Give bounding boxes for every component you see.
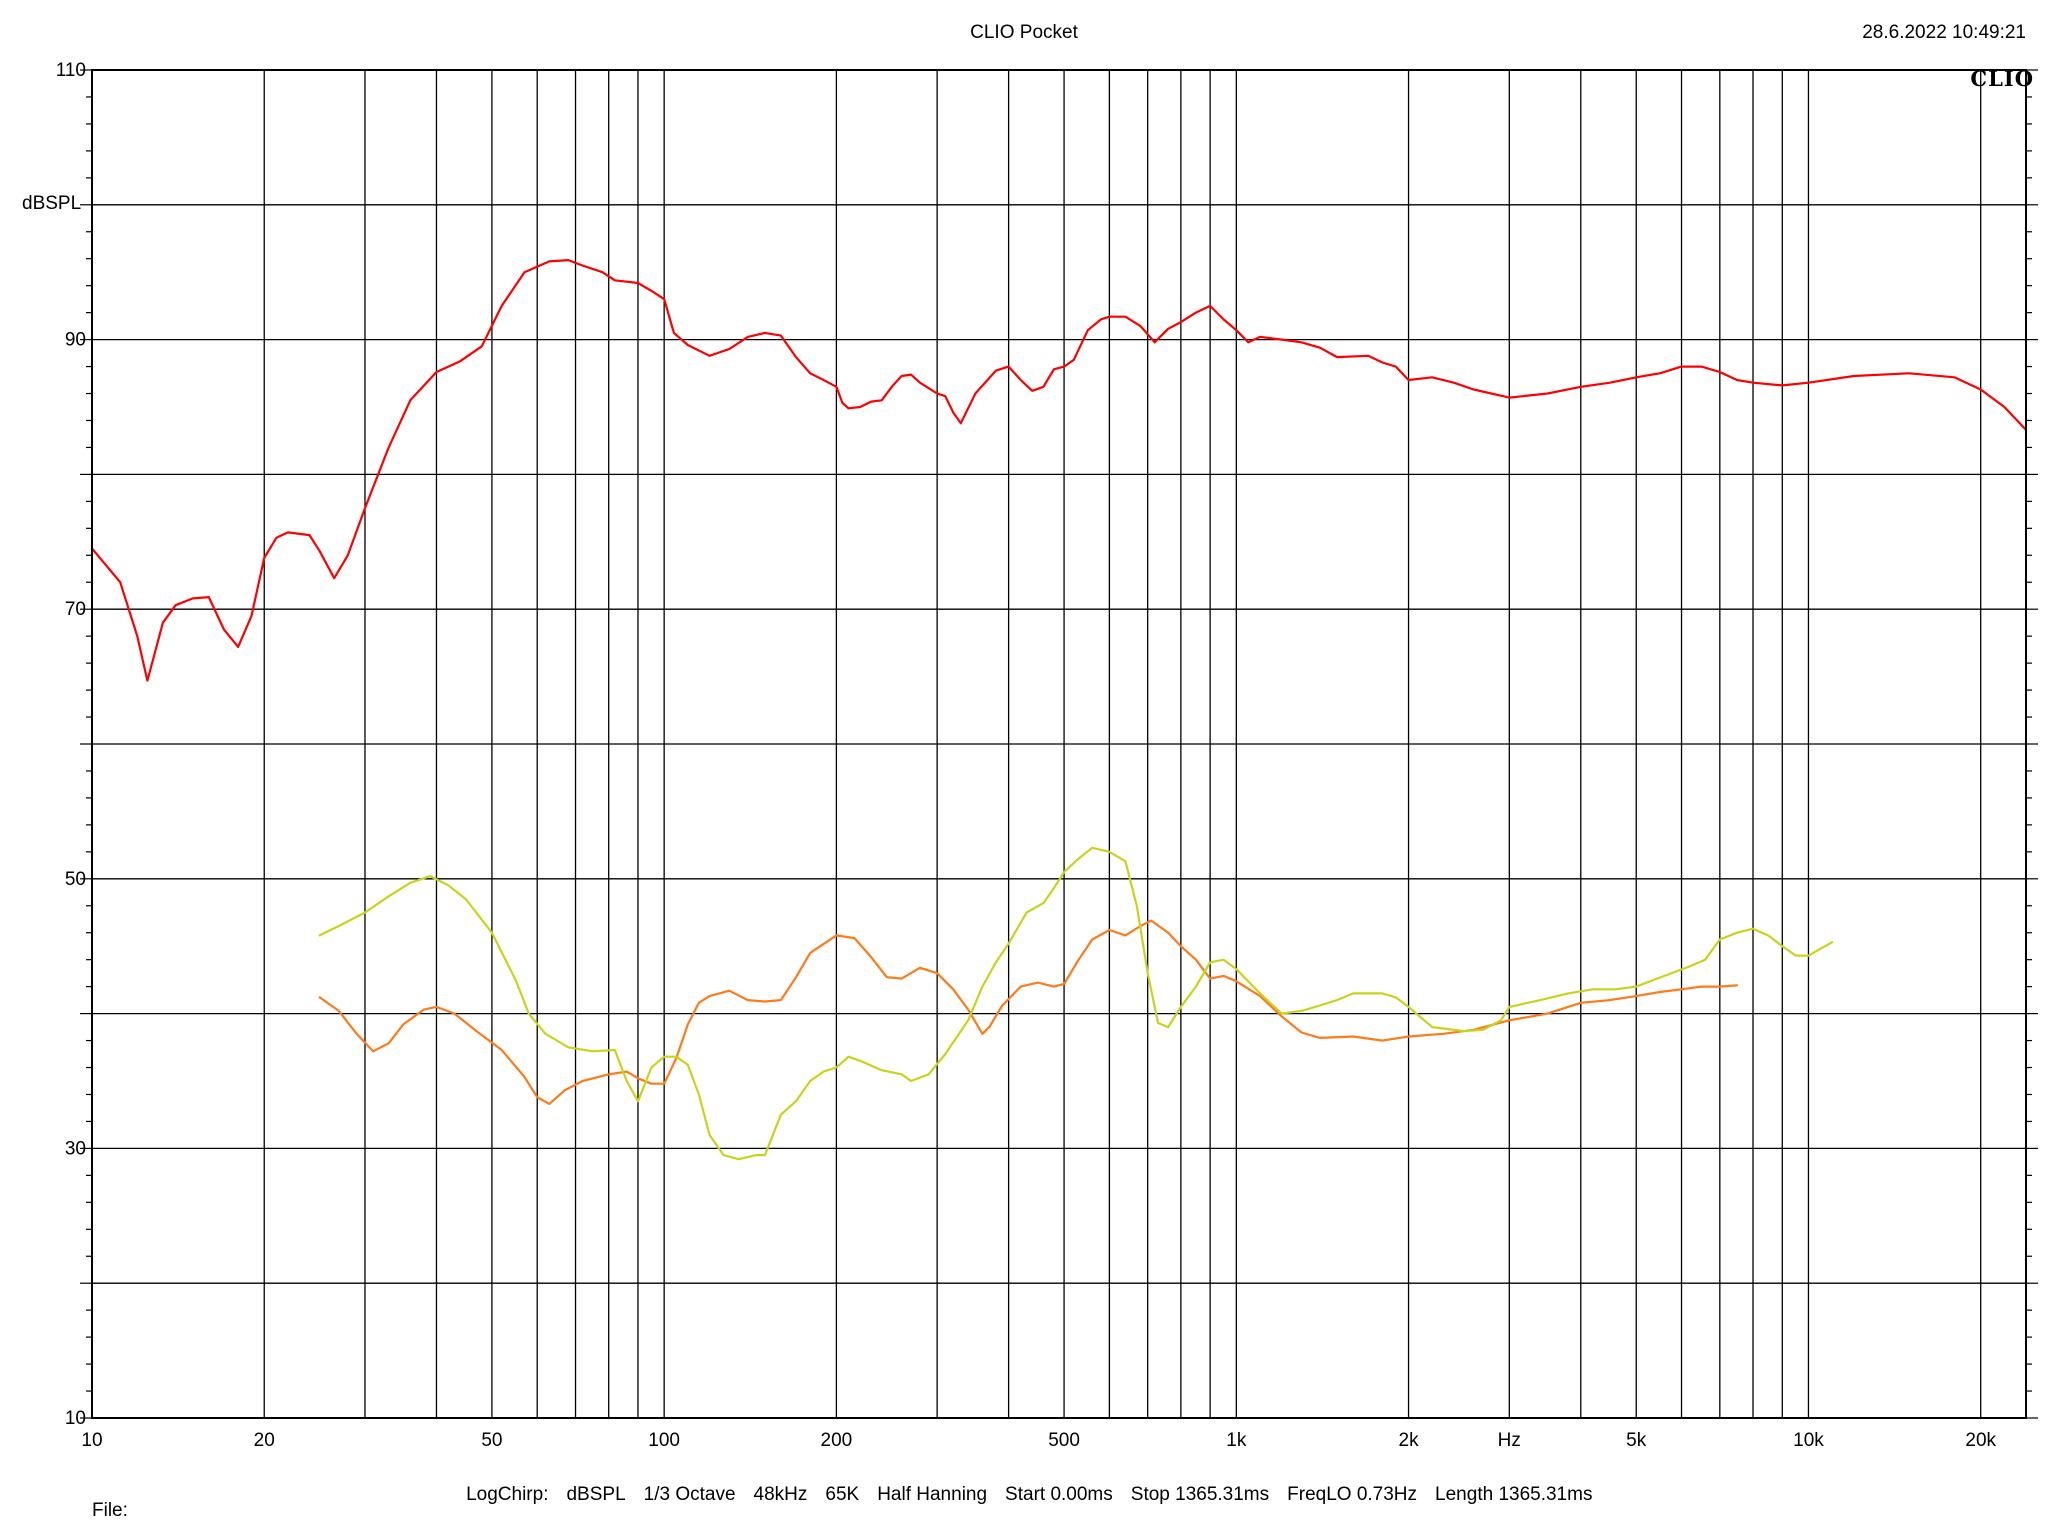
x-tick-label: 500 [1048,1430,1080,1451]
x-tick-label: 50 [481,1430,502,1451]
brand-logo: CLIO [1970,66,2034,91]
y-tick-label: 90 [65,330,86,351]
x-tick-label: 2k [1399,1430,1420,1451]
y-tick-label: 70 [65,599,86,620]
y-tick-label: 10 [65,1408,86,1429]
setting-item: dBSPL [566,1484,626,1505]
x-tick-label: 10k [1793,1430,1824,1451]
setting-item: LogChirp: [466,1484,549,1505]
y-tick-label: 110 [56,60,86,81]
series-line-2 [318,919,1739,1105]
x-tick-label: 200 [821,1430,853,1451]
tick-layer: 10 30 50 70 90 110 10 20 50 100 200 500 1k 2k 5k 10k 20k… [56,60,2038,1451]
series-line-3 [318,846,1834,1161]
setting-item: FreqLO 0.73Hz [1287,1484,1418,1505]
y-tick-label: 50 [65,869,86,890]
x-tick-label: 5k [1626,1430,1647,1451]
setting-item: Half Hanning [877,1484,988,1505]
series-line-1 [90,259,2028,682]
x-tick-label: 1k [1226,1430,1247,1451]
x-tick-label: 20k [1965,1430,1996,1451]
measurement-settings: LogChirp: dBSPL 1/3 Octave 48kHz 65K Half Han… [0,1462,2048,1506]
setting-item: 48kHz [753,1484,808,1505]
setting-item: Start 0.00ms [1005,1484,1113,1505]
grid-layer [92,69,2026,1419]
chart-title: CLIO Pocket [970,22,1078,43]
x-axis-unit-label: Hz [1498,1430,1521,1451]
y-axis-unit-label: dBSPL [22,193,82,214]
setting-item: 65K [825,1484,860,1505]
y-tick-label: 30 [65,1138,86,1159]
setting-item: 1/3 Octave [643,1484,736,1505]
setting-item: Length 1365.31ms [1435,1484,1593,1505]
x-tick-label: 100 [648,1430,680,1451]
timestamp: 28.6.2022 10:49:21 [1862,22,2026,43]
series-layer [90,259,2028,1161]
x-tick-label: 10 [81,1430,102,1451]
setting-item: Stop 1365.31ms [1130,1484,1270,1505]
file-label: File: [92,1500,128,1521]
x-tick-label: 20 [254,1430,275,1451]
